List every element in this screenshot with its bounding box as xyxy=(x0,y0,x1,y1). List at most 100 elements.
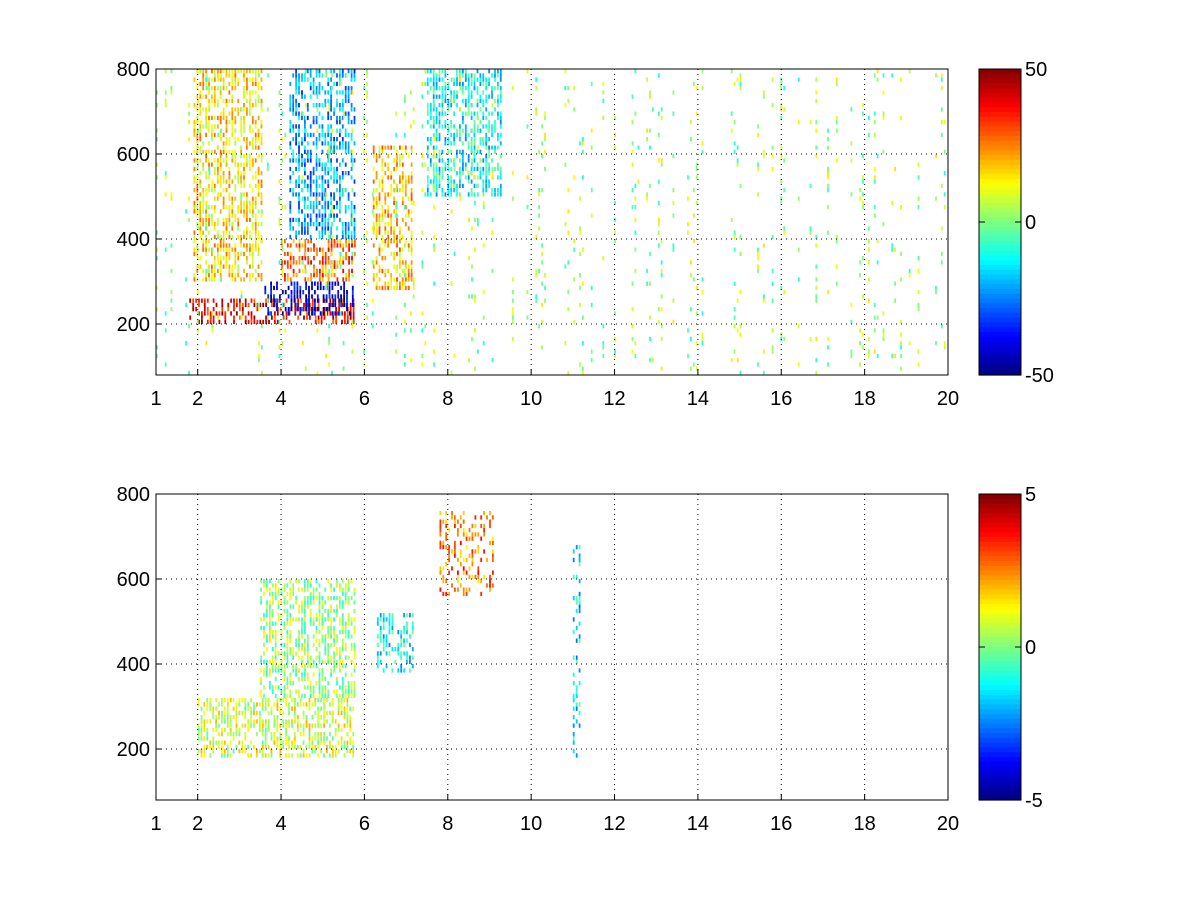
heatmap-cell xyxy=(243,175,245,180)
heatmap-cell xyxy=(240,200,242,206)
heatmap-cell xyxy=(344,647,347,652)
heatmap-cell xyxy=(298,689,300,694)
heatmap-cell xyxy=(213,226,216,231)
heatmap-cell xyxy=(320,315,323,320)
heatmap-cell xyxy=(876,353,879,359)
heatmap-cell xyxy=(285,753,287,758)
heatmap-cell xyxy=(283,587,286,592)
heatmap-cell xyxy=(260,196,263,201)
heatmap-cell xyxy=(231,69,234,74)
heatmap-cell xyxy=(672,200,675,206)
heatmap-cell xyxy=(347,630,350,635)
heatmap-cell xyxy=(353,179,356,184)
heatmap-cell xyxy=(470,81,473,87)
heatmap-cell xyxy=(278,196,281,201)
heatmap-cell xyxy=(266,621,268,626)
heatmap-cell xyxy=(347,689,350,694)
heatmap-cell xyxy=(375,171,378,176)
heatmap-cell xyxy=(205,277,207,282)
heatmap-cell xyxy=(212,744,215,750)
heatmap-cell xyxy=(391,617,394,622)
heatmap-cell xyxy=(298,132,300,138)
heatmap-cell xyxy=(285,298,288,303)
heatmap-cell xyxy=(298,243,301,248)
heatmap-cell xyxy=(464,137,467,142)
heatmap-cell xyxy=(246,107,248,112)
heatmap-cell xyxy=(835,158,838,163)
heatmap-cell xyxy=(424,81,427,87)
heatmap-cell xyxy=(334,753,337,758)
heatmap-cell xyxy=(284,260,286,265)
heatmap-cell xyxy=(266,587,268,592)
heatmap-cell xyxy=(202,77,205,82)
colorbar-segment xyxy=(979,140,1021,147)
heatmap-cell xyxy=(216,166,219,172)
heatmap-cell xyxy=(485,154,488,159)
colorbar-segment xyxy=(979,73,1021,80)
heatmap-cell xyxy=(260,213,263,218)
heatmap-cell xyxy=(441,86,444,91)
heatmap-cell xyxy=(243,171,245,176)
heatmap-cell xyxy=(447,141,450,146)
heatmap-cell xyxy=(429,141,432,146)
heatmap-cell xyxy=(347,579,350,584)
heatmap-cell xyxy=(480,536,483,541)
heatmap-cell xyxy=(295,98,297,104)
heatmap-cell xyxy=(476,86,479,91)
heatmap-cell xyxy=(349,307,352,312)
heatmap-cell xyxy=(464,175,467,180)
heatmap-cell xyxy=(339,107,341,112)
heatmap-cell xyxy=(390,175,393,180)
heatmap-cell xyxy=(499,90,502,95)
heatmap-cell xyxy=(240,69,242,74)
heatmap-cell xyxy=(485,183,488,188)
heatmap-cell xyxy=(316,307,319,312)
heatmap-cell xyxy=(395,111,398,116)
heatmap-cell xyxy=(292,239,295,244)
heatmap-cell xyxy=(412,120,415,125)
heatmap-cell xyxy=(499,124,502,129)
heatmap-cell xyxy=(499,166,502,172)
heatmap-cell xyxy=(193,132,196,138)
heatmap-cell xyxy=(286,277,289,282)
heatmap-cell xyxy=(479,137,482,142)
heatmap-cell xyxy=(304,638,306,643)
heatmap-cell xyxy=(188,111,190,116)
heatmap-cell xyxy=(476,111,479,116)
heatmap-cell xyxy=(228,230,231,235)
heatmap-cell xyxy=(211,128,213,133)
heatmap-cell xyxy=(270,294,272,299)
heatmap-cell xyxy=(321,217,324,222)
heatmap-cell xyxy=(301,604,303,609)
heatmap-cell xyxy=(344,315,346,320)
heatmap-cell xyxy=(347,621,350,626)
heatmap-cell xyxy=(211,98,213,104)
heatmap-cell xyxy=(234,273,237,278)
heatmap-cell xyxy=(429,124,432,129)
heatmap-cell xyxy=(470,111,473,116)
heatmap-cell xyxy=(347,655,350,660)
heatmap-cell xyxy=(321,273,324,278)
heatmap-cell xyxy=(476,98,479,104)
heatmap-cell xyxy=(797,120,800,125)
heatmap-cell xyxy=(301,647,303,652)
heatmap-cell xyxy=(237,222,240,227)
colorbar-segment xyxy=(979,661,1021,667)
heatmap-cell xyxy=(199,256,202,261)
heatmap-cell xyxy=(378,192,381,197)
heatmap-cell xyxy=(193,149,196,154)
heatmap-cell xyxy=(254,200,257,206)
heatmap-cell xyxy=(291,719,293,724)
heatmap-cell xyxy=(391,625,394,631)
heatmap-cell xyxy=(353,655,356,660)
heatmap-cell xyxy=(231,77,234,82)
heatmap-cell xyxy=(448,553,450,558)
heatmap-cell xyxy=(323,715,325,720)
heatmap-cell xyxy=(313,268,315,274)
heatmap-cell xyxy=(868,336,870,342)
heatmap-cell xyxy=(261,107,263,112)
heatmap-cell xyxy=(302,723,305,728)
heatmap-cell xyxy=(298,676,300,682)
heatmap-cell xyxy=(225,124,228,129)
heatmap-cell xyxy=(375,230,378,235)
